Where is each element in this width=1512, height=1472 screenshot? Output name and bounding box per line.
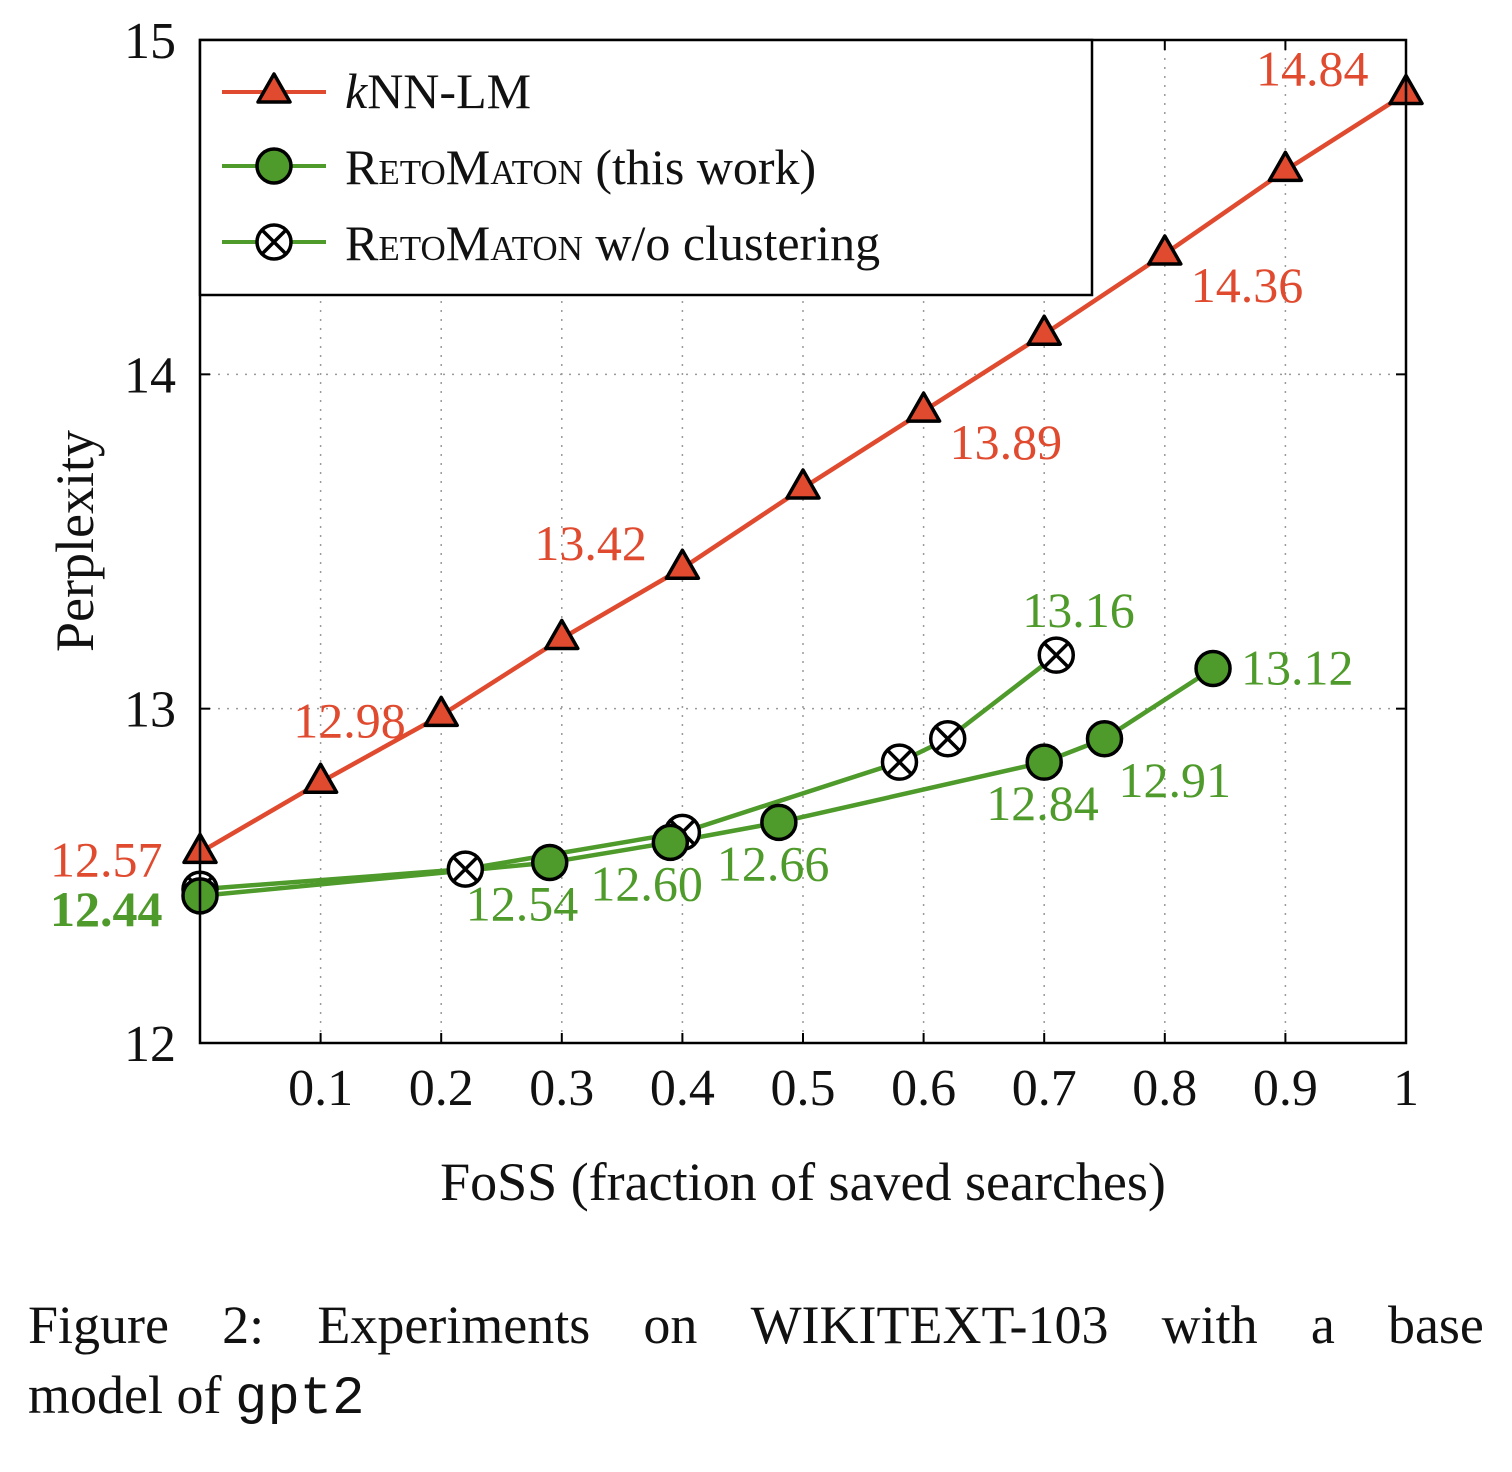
data-label: 12.44 bbox=[50, 881, 163, 937]
caption-word: with bbox=[1161, 1295, 1258, 1355]
x-axis-label: FoSS (fraction of saved searches) bbox=[440, 1152, 1166, 1212]
caption-line-2: model of gpt2 bbox=[28, 1360, 1484, 1435]
legend-entry-knn: kNN-LM bbox=[222, 63, 531, 119]
data-label: 12.60 bbox=[590, 855, 703, 911]
x-tick-label: 0.5 bbox=[771, 1060, 836, 1117]
y-tick-label: 12 bbox=[124, 1016, 176, 1073]
grid bbox=[200, 40, 1406, 1043]
legend-triangle-marker bbox=[256, 72, 292, 104]
figure-caption: Figure 2: Experiments on WIKITEXT-103 wi… bbox=[28, 1290, 1484, 1435]
y-tick-label: 15 bbox=[124, 13, 176, 70]
legend-circle-marker bbox=[255, 147, 293, 185]
x-tick-label: 0.1 bbox=[288, 1060, 353, 1117]
data-label: 12.66 bbox=[717, 835, 830, 891]
x-tick-label: 0.7 bbox=[1012, 1060, 1077, 1117]
x-tick-label: 0.2 bbox=[409, 1060, 474, 1117]
data-label: 14.84 bbox=[1256, 40, 1369, 96]
data-point-circle bbox=[651, 823, 690, 862]
y-tick-label: 14 bbox=[124, 347, 176, 404]
caption-line-1: Figure 2: Experiments on WIKITEXT-103 wi… bbox=[28, 1290, 1484, 1360]
data-point-triangle bbox=[664, 548, 701, 580]
data-label: 14.36 bbox=[1191, 257, 1304, 313]
data-label: 12.98 bbox=[293, 692, 406, 748]
caption-word: Experiments bbox=[317, 1295, 591, 1355]
data-label: 13.16 bbox=[1022, 582, 1135, 638]
data-point-triangle bbox=[785, 468, 821, 500]
data-point-circle-x bbox=[446, 850, 485, 888]
data-label: 12.57 bbox=[50, 831, 163, 887]
x-tick-label: 0.3 bbox=[529, 1060, 594, 1117]
data-point-circle bbox=[760, 803, 798, 842]
legend: kNN-LM RetoMaton (this work) RetoMaton w… bbox=[198, 38, 1094, 297]
y-axis-label: Perplexity bbox=[45, 430, 105, 652]
data-label: 13.89 bbox=[950, 414, 1063, 470]
data-point-circle bbox=[1085, 720, 1124, 758]
data-label: 13.42 bbox=[534, 515, 647, 571]
series-line-2 bbox=[199, 653, 1058, 892]
data-label: 12.84 bbox=[986, 775, 1098, 831]
data-point-triangle bbox=[302, 762, 339, 794]
data-point-triangle bbox=[544, 618, 580, 651]
series-layer: 12.57 12.98 13.42 13.89 14.36 14.84 12.44 12.54… bbox=[50, 40, 1424, 937]
data-point-circle bbox=[530, 843, 569, 882]
data-point-circle bbox=[1025, 743, 1063, 781]
data-point-circle-x bbox=[1037, 636, 1076, 674]
legend-label-retomaton: RetoMaton (this work) bbox=[345, 139, 816, 195]
y-tick-label: 13 bbox=[124, 682, 176, 739]
data-point-triangle bbox=[1267, 150, 1304, 183]
caption-word: on bbox=[643, 1295, 698, 1355]
legend-entry-retomaton: RetoMaton (this work) bbox=[222, 139, 816, 195]
data-label: 12.91 bbox=[1119, 752, 1232, 808]
x-tick-label: 0.4 bbox=[650, 1060, 715, 1117]
legend-entry-retomaton-no-clustering: RetoMaton w/o clustering bbox=[222, 215, 880, 271]
data-point-circle bbox=[1194, 649, 1232, 688]
caption-word: a bbox=[1310, 1295, 1335, 1355]
caption-word: 2: bbox=[222, 1295, 265, 1355]
caption-text: model of bbox=[28, 1365, 235, 1425]
legend-label-knn: kNN-LM bbox=[345, 63, 531, 119]
x-tick-label: 0.9 bbox=[1253, 1060, 1318, 1117]
data-point-triangle bbox=[1026, 314, 1062, 346]
data-point-triangle bbox=[905, 391, 942, 423]
caption-model-code: gpt2 bbox=[234, 1369, 365, 1430]
caption-word: base bbox=[1387, 1295, 1484, 1355]
x-tick-label: 0.8 bbox=[1132, 1060, 1197, 1117]
legend-circle-x-marker bbox=[255, 223, 293, 261]
data-label: 13.12 bbox=[1241, 640, 1354, 696]
data-label: 12.54 bbox=[466, 875, 579, 931]
caption-dataset-name: WIKITEXT-103 bbox=[750, 1295, 1109, 1355]
data-point-circle-x bbox=[880, 743, 919, 781]
data-point-circle-x bbox=[928, 720, 967, 758]
chart: 12.57 12.98 13.42 13.89 14.36 14.84 12.44 12.54… bbox=[45, 13, 1424, 1212]
caption-word: Figure bbox=[28, 1295, 169, 1355]
legend-label-retomaton-no-clustering: RetoMaton w/o clustering bbox=[345, 215, 880, 271]
legend-box bbox=[198, 38, 1094, 297]
axis-ticks: 0.1 0.2 0.3 0.4 0.5 0.6 0.7 0.8 0.9 1 12 13 14 15 bbox=[124, 13, 1419, 1117]
x-tick-label: 0.6 bbox=[891, 1060, 956, 1117]
data-point-triangle bbox=[1147, 234, 1183, 266]
data-point-triangle bbox=[423, 695, 459, 728]
x-tick-label: 1 bbox=[1393, 1060, 1419, 1117]
